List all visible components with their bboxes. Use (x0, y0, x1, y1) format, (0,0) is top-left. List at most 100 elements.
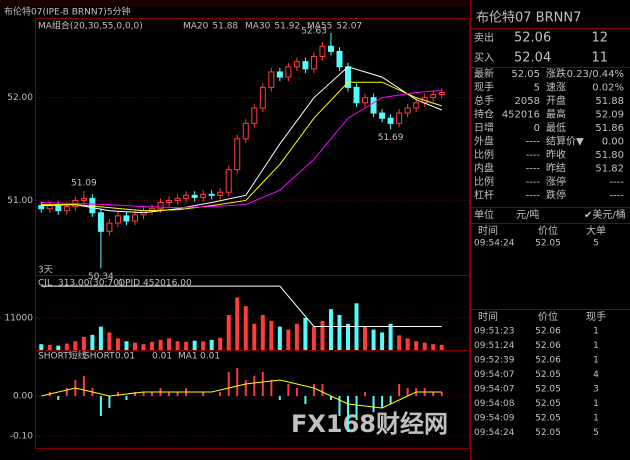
volume-bar (90, 334, 95, 350)
quote-label: 跌停 (546, 189, 566, 202)
quote-value: ---- (526, 177, 541, 188)
quote-value: 52.05 (511, 69, 540, 80)
quote-value: 51.86 (595, 123, 624, 134)
volume-label: CJL (38, 279, 52, 289)
list-price: 52.05 (535, 385, 561, 395)
list-header: 现手 (586, 310, 606, 323)
quote-text: 布伦特07 BRNN7 (476, 11, 581, 26)
quote-label: 现手 (474, 81, 494, 94)
volume-bar (243, 306, 248, 350)
low-label: 50.34 (88, 272, 114, 282)
volume-bar (311, 326, 316, 350)
candle-body (225, 169, 232, 193)
volume-bar (98, 326, 103, 350)
volume-bar (175, 341, 180, 350)
list-price: 52.05 (535, 370, 561, 380)
candle-body (293, 61, 300, 68)
list-time: 09:54:08 (474, 399, 515, 409)
legend-name: MA30 (245, 22, 271, 32)
list-price: 52.06 (535, 341, 561, 351)
unit-option[interactable]: 元/吨 (516, 208, 539, 221)
quote-value: ---- (526, 191, 541, 202)
list-time: 09:54:07 (474, 385, 514, 395)
quote-value: ---- (526, 150, 541, 161)
quote-label: 速涨 (546, 82, 566, 94)
legend-name: MA20 (183, 22, 209, 32)
volume-bar (132, 342, 137, 350)
y-tick-label: 11000 (4, 313, 33, 323)
volume-bar (124, 341, 129, 350)
quote-label: 卖出 (474, 31, 494, 44)
candle-body (327, 45, 334, 52)
list-header: 价位 (538, 310, 558, 323)
candle-body (251, 107, 258, 124)
quote-value: 51.80 (595, 150, 624, 161)
volume-bar (371, 329, 376, 350)
list-size: 3 (593, 385, 599, 395)
quote-value: ---- (526, 137, 541, 148)
candle-body (310, 56, 317, 70)
volume-bar (397, 335, 402, 350)
list-time: 09:54:09 (474, 414, 515, 424)
short-name: SHORT (84, 352, 115, 362)
volume-bar (405, 338, 410, 350)
list-size: 5 (593, 428, 599, 438)
list-size: 1 (593, 414, 599, 424)
short-ma-value: 0.01 (200, 352, 220, 362)
short-ma-line (41, 379, 442, 409)
candle-body (379, 112, 386, 119)
candle-body (396, 112, 403, 124)
quote-price: 52.06 (514, 31, 551, 46)
volume-bar (39, 344, 44, 350)
quote-value: ---- (610, 191, 625, 202)
volume-bar (269, 320, 274, 350)
legend-name: MA55 (307, 22, 332, 32)
volume-bar (167, 338, 172, 350)
oi-value: 452016.00 (143, 279, 192, 289)
quote-price: 52.04 (514, 51, 551, 66)
quote-label: 涨停 (546, 175, 566, 188)
volume-bar (56, 345, 61, 350)
candle-body (285, 66, 292, 78)
candle-body (157, 202, 164, 210)
candle-body (336, 50, 343, 68)
ma-line (41, 81, 442, 212)
legend-value: 52.07 (336, 22, 362, 32)
list-header: 大单 (586, 224, 606, 237)
list-header: 价位 (538, 224, 558, 237)
candle-body (38, 205, 45, 210)
low-label: 51.69 (378, 133, 404, 143)
volume-bar (328, 309, 333, 350)
quote-label: 日增 (474, 121, 494, 134)
candle-body (183, 194, 190, 199)
quote-label: 最高 (546, 108, 566, 121)
volume-bar (107, 332, 112, 350)
list-price: 52.05 (535, 414, 561, 424)
quote-label: 单位 (474, 208, 494, 221)
quote-value: 0.02% (592, 83, 624, 94)
volume-bar (380, 332, 385, 350)
quote-value: 51.88 (595, 96, 624, 107)
short-value2: 0.01 (152, 352, 172, 362)
volume-bar (431, 344, 436, 350)
quote-label: 杠杆 (474, 189, 494, 202)
open-interest-line (41, 285, 442, 327)
volume-bar (184, 341, 189, 350)
candle-body (63, 206, 70, 212)
quote-value: 51.82 (595, 164, 624, 175)
unit-option[interactable]: ✔美元/桶 (584, 208, 626, 221)
volume-bar (286, 329, 291, 350)
candle-body (191, 194, 198, 198)
quote-label: 最低 (546, 121, 566, 134)
list-size: 1 (593, 327, 599, 337)
list-time: 09:51:23 (474, 327, 514, 337)
title-bar (0, 0, 470, 7)
candle-body (114, 215, 121, 224)
list-size: 1 (593, 341, 599, 351)
candle-body (208, 193, 215, 196)
candle-body (387, 117, 394, 124)
volume-bar (192, 340, 197, 350)
